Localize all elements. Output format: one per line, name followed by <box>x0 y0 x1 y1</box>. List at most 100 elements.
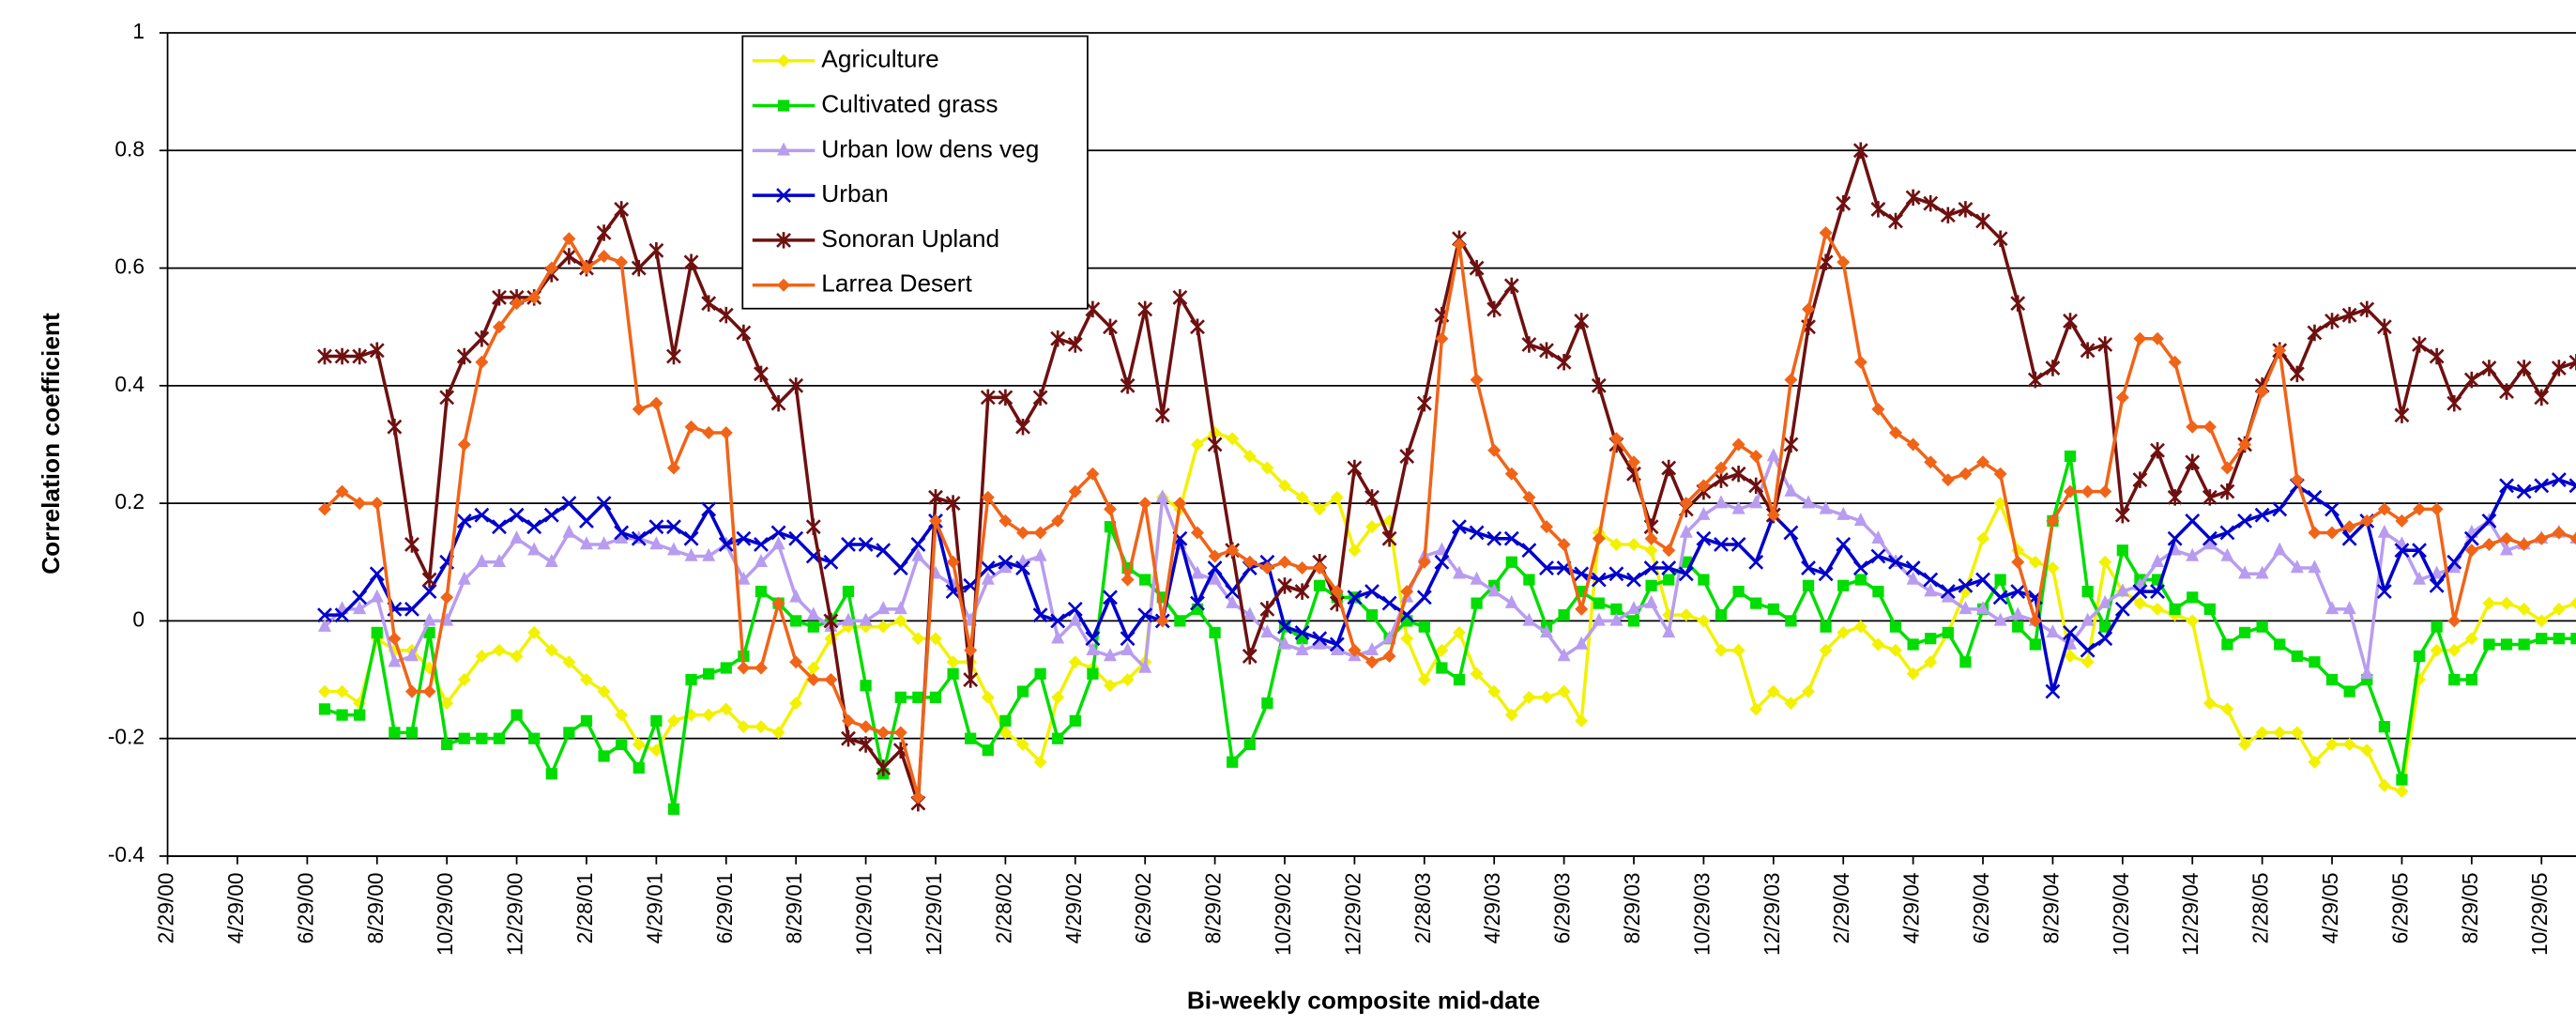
marker-asterisk <box>858 736 874 753</box>
marker-asterisk <box>2289 365 2305 383</box>
marker-triangle <box>457 571 471 585</box>
marker-asterisk <box>718 306 734 324</box>
marker-square <box>2518 638 2530 651</box>
marker-square <box>2536 633 2548 645</box>
marker-x <box>1923 572 1939 588</box>
marker-diamond <box>1679 497 1693 511</box>
marker-asterisk <box>2219 483 2235 500</box>
marker-triangle <box>1837 506 1851 520</box>
marker-square <box>511 709 523 721</box>
marker-triangle <box>2325 601 2340 615</box>
x-tick-label: 6/29/04 <box>1969 872 1993 943</box>
marker-diamond <box>1889 425 1903 439</box>
marker-diamond <box>1731 437 1745 452</box>
marker-x <box>1696 530 1712 546</box>
marker-asterisk <box>1486 300 1502 318</box>
marker-diamond <box>1749 450 1763 464</box>
marker-x <box>456 513 472 529</box>
marker-triangle <box>684 547 698 561</box>
marker-triangle <box>1976 601 1990 615</box>
marker-x <box>823 554 839 570</box>
marker-square <box>2029 638 2041 651</box>
marker-asterisk <box>1783 436 1799 453</box>
marker-diamond <box>2151 331 2165 345</box>
marker-triangle <box>998 559 1013 574</box>
marker-diamond <box>562 655 576 669</box>
marker-x <box>317 607 332 623</box>
marker-triangle <box>1766 448 1780 462</box>
marker-square <box>999 714 1012 728</box>
marker-asterisk <box>334 347 350 365</box>
marker-x <box>1067 601 1083 617</box>
marker-x <box>2010 584 2026 600</box>
marker-triangle <box>1208 571 1222 585</box>
marker-x <box>1486 530 1502 546</box>
marker-asterisk <box>2202 489 2218 506</box>
marker-diamond <box>2500 531 2514 545</box>
marker-diamond <box>1766 508 1780 522</box>
marker-triangle <box>1609 612 1623 626</box>
marker-x <box>492 519 507 535</box>
marker-asterisk <box>1556 354 1572 371</box>
marker-triangle <box>806 606 820 621</box>
marker-diamond <box>457 673 471 687</box>
marker-triangle <box>2115 583 2129 597</box>
marker-diamond <box>440 590 454 605</box>
marker-asterisk <box>1836 194 1852 212</box>
marker-diamond <box>579 673 593 687</box>
marker-asterisk <box>1661 459 1677 477</box>
marker-square <box>2378 721 2390 733</box>
marker-triangle <box>771 536 785 550</box>
marker-asterisk <box>352 347 368 365</box>
marker-diamond <box>1487 684 1501 698</box>
marker-asterisk <box>2150 441 2165 459</box>
x-tick-label: 4/29/04 <box>1899 872 1924 943</box>
marker-triangle <box>1260 624 1274 638</box>
marker-triangle <box>911 547 925 561</box>
legend-label: Cultivated grass <box>821 89 998 117</box>
marker-asterisk <box>1940 207 1956 223</box>
series-line <box>324 454 2576 811</box>
marker-diamond <box>1819 225 1833 239</box>
marker-asterisk <box>2359 300 2375 318</box>
marker-x <box>421 584 437 600</box>
marker-square <box>860 680 872 692</box>
marker-x <box>1940 584 1956 600</box>
marker-x <box>596 496 612 512</box>
legend-label: Sonoran Upland <box>821 224 999 253</box>
marker-x <box>1574 566 1590 582</box>
marker-x <box>1836 537 1852 552</box>
marker-diamond <box>1242 555 1257 569</box>
marker-x <box>2272 501 2288 517</box>
marker-x <box>1801 560 1816 575</box>
marker-asterisk <box>2463 371 2479 389</box>
marker-triangle <box>1155 489 1169 503</box>
marker-asterisk <box>788 377 804 394</box>
marker-triangle <box>2290 559 2304 574</box>
x-tick-label: 2/28/05 <box>2248 872 2273 943</box>
marker-diamond <box>1487 443 1501 457</box>
marker-diamond <box>422 684 436 698</box>
marker-square <box>1261 697 1273 710</box>
marker-triangle <box>981 571 995 585</box>
marker-diamond <box>1906 667 1920 681</box>
marker-square <box>1907 638 1919 651</box>
marker-square <box>1209 626 1221 639</box>
marker-square <box>563 727 575 739</box>
x-tick-label: 8/29/01 <box>782 872 806 943</box>
marker-square <box>1925 633 1937 645</box>
marker-diamond <box>579 261 593 275</box>
marker-x <box>2516 483 2532 499</box>
marker-asterisk <box>1207 436 1223 453</box>
marker-square <box>807 621 819 633</box>
marker-x <box>614 525 630 541</box>
marker-x <box>1120 631 1136 647</box>
marker-square <box>1854 574 1867 586</box>
marker-asterisk <box>1364 489 1379 506</box>
marker-triangle <box>1749 495 1763 509</box>
marker-diamond <box>684 420 698 434</box>
marker-asterisk <box>2027 371 2043 389</box>
marker-square <box>667 803 680 815</box>
marker-x <box>526 519 542 535</box>
